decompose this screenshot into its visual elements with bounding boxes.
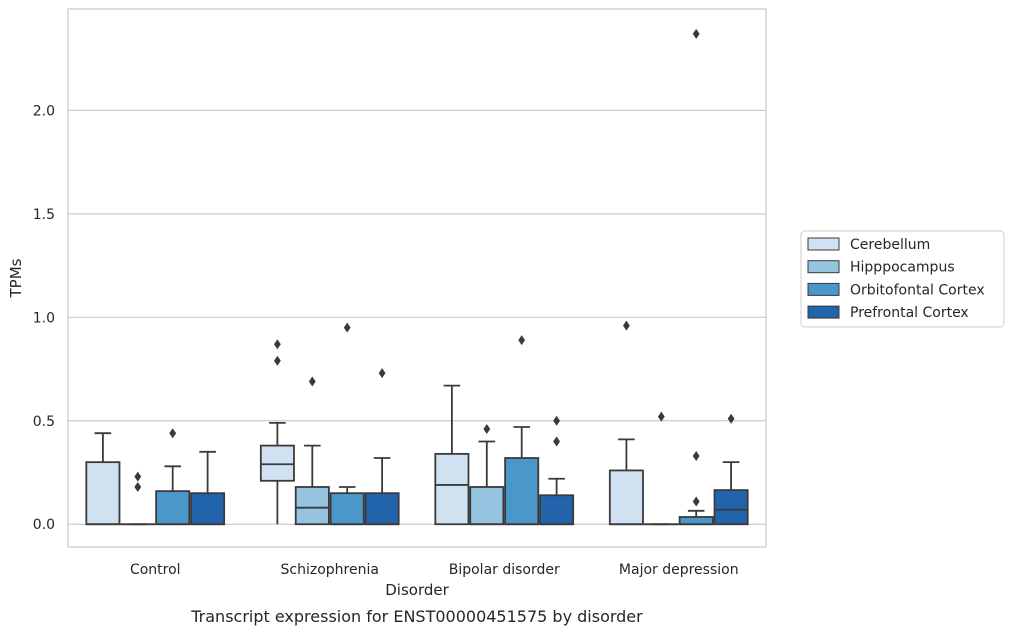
legend-label: Orbitofontal Cortex [850,282,985,298]
outlier-point [553,436,560,447]
chart-caption: Transcript expression for ENST0000045157… [190,607,643,626]
outlier-point [727,413,735,424]
box-iqr [155,490,191,526]
x-tick-label: Schizophrenia [281,562,379,578]
box-iqr [85,461,121,526]
box-iqr [539,494,575,526]
outlier-point [692,28,700,39]
x-tick-label: Control [130,562,181,578]
y-axis-ticks: 0.0 0.5 1.0 1.5 2.0 [33,103,55,533]
legend-swatch [807,282,840,296]
box-prefrontal-cortex-3 [539,415,575,526]
plot-marks [85,28,749,526]
outlier-point [518,335,526,346]
box-iqr [469,486,505,526]
legend-frame [800,230,1005,328]
legend-swatch [807,305,840,319]
outlier-point [169,428,177,439]
x-tick-label: Bipolar disorder [449,562,560,578]
y-tick-label: 1.0 [33,310,55,326]
box-iqr [504,457,540,526]
box-iqr [329,492,365,526]
legend-label: Prefrontal Cortex [850,305,969,321]
box-iqr [678,516,714,526]
outlier-point [134,471,142,482]
box-iqr [713,489,749,526]
box-iqr [190,492,226,526]
box-orbitofontal-cortex-4 [678,28,714,526]
outlier-point [343,322,351,333]
outlier-point [274,339,281,350]
outlier-point [483,424,491,435]
box-orbitofontal-cortex-2 [329,322,365,526]
x-axis-ticks: Control Schizophrenia Bipolar disorder Majo… [130,562,739,578]
outlier-point [378,368,386,379]
box-iqr [608,469,644,526]
box-iqr [364,492,400,526]
box-cerebellum-3 [434,384,470,526]
box-cerebellum-1 [85,432,121,526]
box-orbitofontal-cortex-1 [155,428,191,526]
legend-swatch [807,260,840,274]
box-hipppocampus-4 [643,411,679,526]
outlier-point [692,450,700,461]
box-prefrontal-cortex-1 [190,450,226,526]
y-tick-label: 2.0 [33,103,55,119]
outlier-point [553,415,560,426]
gridlines [68,109,766,525]
legend: Cerebellum Hipppocampus Orbitofontal Corte… [800,230,1005,328]
y-tick-label: 0.5 [33,414,55,430]
box-prefrontal-cortex-2 [364,368,400,526]
legend-label: Cerebellum [850,237,930,253]
outlier-point [308,376,316,387]
y-tick-label: 1.5 [33,207,55,223]
box-hipppocampus-3 [469,424,505,526]
y-tick-label: 0.0 [33,517,55,533]
box-cerebellum-4 [608,320,644,526]
box-iqr [294,486,330,526]
outlier-point [692,496,700,507]
box-orbitofontal-cortex-3 [504,335,540,526]
box-iqr [259,444,295,482]
legend-label: Hipppocampus [850,260,955,276]
outlier-point [623,320,630,331]
box-cerebellum-2 [259,339,295,525]
x-axis-label: Disorder [385,581,449,599]
y-axis-label: TPMs [7,258,25,298]
box-iqr [434,452,470,526]
box-prefrontal-cortex-4 [713,413,749,526]
outlier-point [274,355,281,366]
outlier-point [134,481,142,492]
outlier-point [657,411,665,422]
legend-swatch [807,237,840,251]
box-hipppocampus-2 [294,376,330,526]
box-hipppocampus-1 [120,471,156,526]
plot-frame [67,8,767,548]
x-tick-label: Major depression [619,562,739,578]
